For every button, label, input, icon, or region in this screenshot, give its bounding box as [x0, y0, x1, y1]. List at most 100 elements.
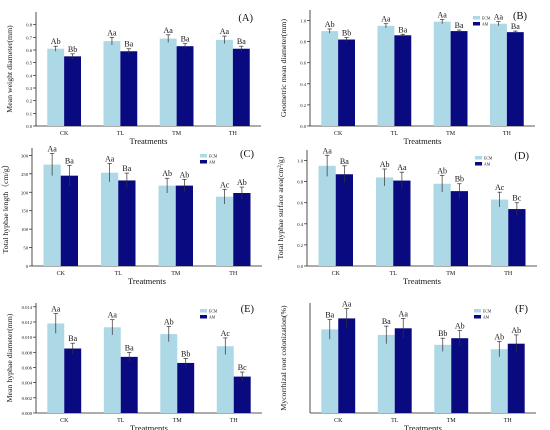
bar-am-tl [393, 180, 411, 266]
significance-label: Ab [179, 170, 189, 179]
significance-label: Ab [511, 326, 521, 335]
significance-label: Aa [438, 10, 448, 19]
y-tick-label: 0 [26, 264, 29, 269]
bar-ecm-th [491, 199, 509, 266]
legend-swatch-am [200, 160, 207, 164]
bar-ecm-th [490, 349, 508, 413]
y-tick-label: 1.0 [300, 19, 306, 24]
y-tick-label: 0.002 [22, 396, 33, 401]
y-axis-title: Total hyphae surface area(cm²/g) [276, 156, 285, 259]
significance-label: Bb [342, 28, 351, 37]
bar-ecm-th [216, 196, 234, 266]
significance-label: Ba [325, 311, 334, 320]
significance-label: Ba [455, 21, 464, 30]
x-tick-label: TH [504, 418, 513, 424]
y-tick-label: 0.2 [26, 99, 32, 104]
significance-label: Aa [399, 309, 409, 318]
bar-ecm-ck [318, 165, 336, 266]
bar-am-th [507, 343, 525, 413]
x-tick-label: TM [446, 271, 456, 277]
x-tick-label: TL [391, 131, 399, 137]
x-tick-label: TM [447, 418, 457, 424]
bar-ecm-ck [47, 48, 65, 126]
x-tick-label: TM [172, 131, 182, 137]
bar-am-ck [64, 56, 81, 127]
chart-panel-6: CK Ba Aa TL Ba Aa TM Bb Ab TH Ab Ab (F) ECM AM Treatmen… [279, 300, 536, 430]
x-tick-label: TL [115, 271, 123, 277]
x-tick-label: CK [332, 271, 341, 277]
y-tick-label: 0.3 [26, 86, 32, 91]
x-axis-title: Treatments [404, 423, 442, 430]
x-tick-label: TH [503, 131, 512, 137]
chart-panel-2: 0.0 0.2 0.4 0.6 0.8 1.0 CK Ab Bb TL Aa Ba TM Aa Ba TH Aa… [279, 10, 535, 146]
x-tick-label: TH [229, 271, 238, 277]
legend-label: ECM [209, 154, 218, 158]
significance-label: Ba [511, 22, 520, 31]
legend-label: AM [484, 162, 491, 166]
significance-label: Aa [494, 13, 504, 22]
y-axis-title: Mean weight diameter(mm) [5, 25, 14, 113]
y-tick-label: 0.8 [297, 180, 303, 185]
y-tick-label: 0.7 [26, 35, 32, 40]
panel-label: (F) [515, 304, 528, 315]
bar-am-ck [338, 318, 356, 413]
legend-label: AM [209, 160, 216, 164]
bar-am-tl [394, 35, 412, 126]
panel-label: (B) [513, 11, 528, 22]
legend-label: AM [209, 315, 216, 319]
y-tick-label: 0.006 [22, 365, 33, 370]
legend-swatch-ecm [475, 156, 482, 160]
y-tick-label: 0.000 [22, 411, 33, 416]
y-tick-label: 100 [21, 227, 29, 232]
x-tick-label: TM [171, 271, 181, 277]
significance-label: Bb [68, 45, 77, 54]
x-tick-label: CK [60, 418, 69, 424]
bar-ecm-ck [321, 31, 339, 126]
bar-am-ck [60, 175, 78, 266]
significance-label: Ab [51, 37, 61, 46]
legend-swatch-am [475, 162, 482, 166]
y-tick-label: 0.6 [297, 201, 303, 206]
significance-label: Aa [105, 154, 115, 163]
x-tick-label: TL [117, 418, 125, 424]
legend-label: AM [483, 315, 490, 319]
panel-label: (C) [240, 149, 255, 160]
legend-swatch-am [473, 22, 480, 26]
significance-label: Bb [438, 329, 447, 338]
y-tick-label: 0.0 [26, 124, 32, 129]
significance-label: Aa [51, 305, 61, 314]
x-tick-label: TH [229, 131, 238, 137]
significance-label: Ba [122, 164, 131, 173]
bar-ecm-tm [434, 344, 452, 413]
significance-label: Ab [237, 178, 247, 187]
y-tick-label: 50 [23, 246, 28, 251]
significance-label: Ba [237, 37, 246, 46]
bar-ecm-tm [433, 21, 451, 127]
bar-ecm-tl [377, 334, 395, 413]
y-tick-label: 0.4 [26, 73, 32, 78]
x-axis-title: Treatments [403, 276, 441, 286]
significance-label: Ab [494, 333, 504, 342]
y-tick-label: 0.8 [26, 23, 32, 28]
significance-label: Aa [108, 311, 118, 320]
legend-swatch-ecm [200, 309, 207, 313]
legend-swatch-ecm [473, 16, 480, 20]
bar-ecm-tl [103, 327, 121, 413]
significance-label: Ab [437, 166, 447, 175]
y-axis-title: Geometric mean diameter(mm) [279, 18, 288, 117]
y-tick-label: 0.4 [297, 222, 303, 227]
y-tick-label: 0.0 [297, 264, 303, 269]
bar-am-tl [120, 51, 138, 127]
significance-label: Ba [382, 317, 391, 326]
y-tick-label: 300 [21, 153, 29, 158]
x-axis-title: Treatments [128, 276, 166, 286]
bar-ecm-th [490, 23, 507, 126]
bar-ecm-ck [47, 323, 65, 413]
legend-label: ECM [482, 16, 491, 20]
significance-label: Aa [107, 28, 117, 37]
x-axis-title: Treatments [130, 423, 168, 430]
significance-label: Ab [164, 318, 174, 327]
legend-label: ECM [209, 309, 218, 313]
significance-label: Bb [455, 175, 464, 184]
bar-ecm-tm [158, 185, 176, 266]
